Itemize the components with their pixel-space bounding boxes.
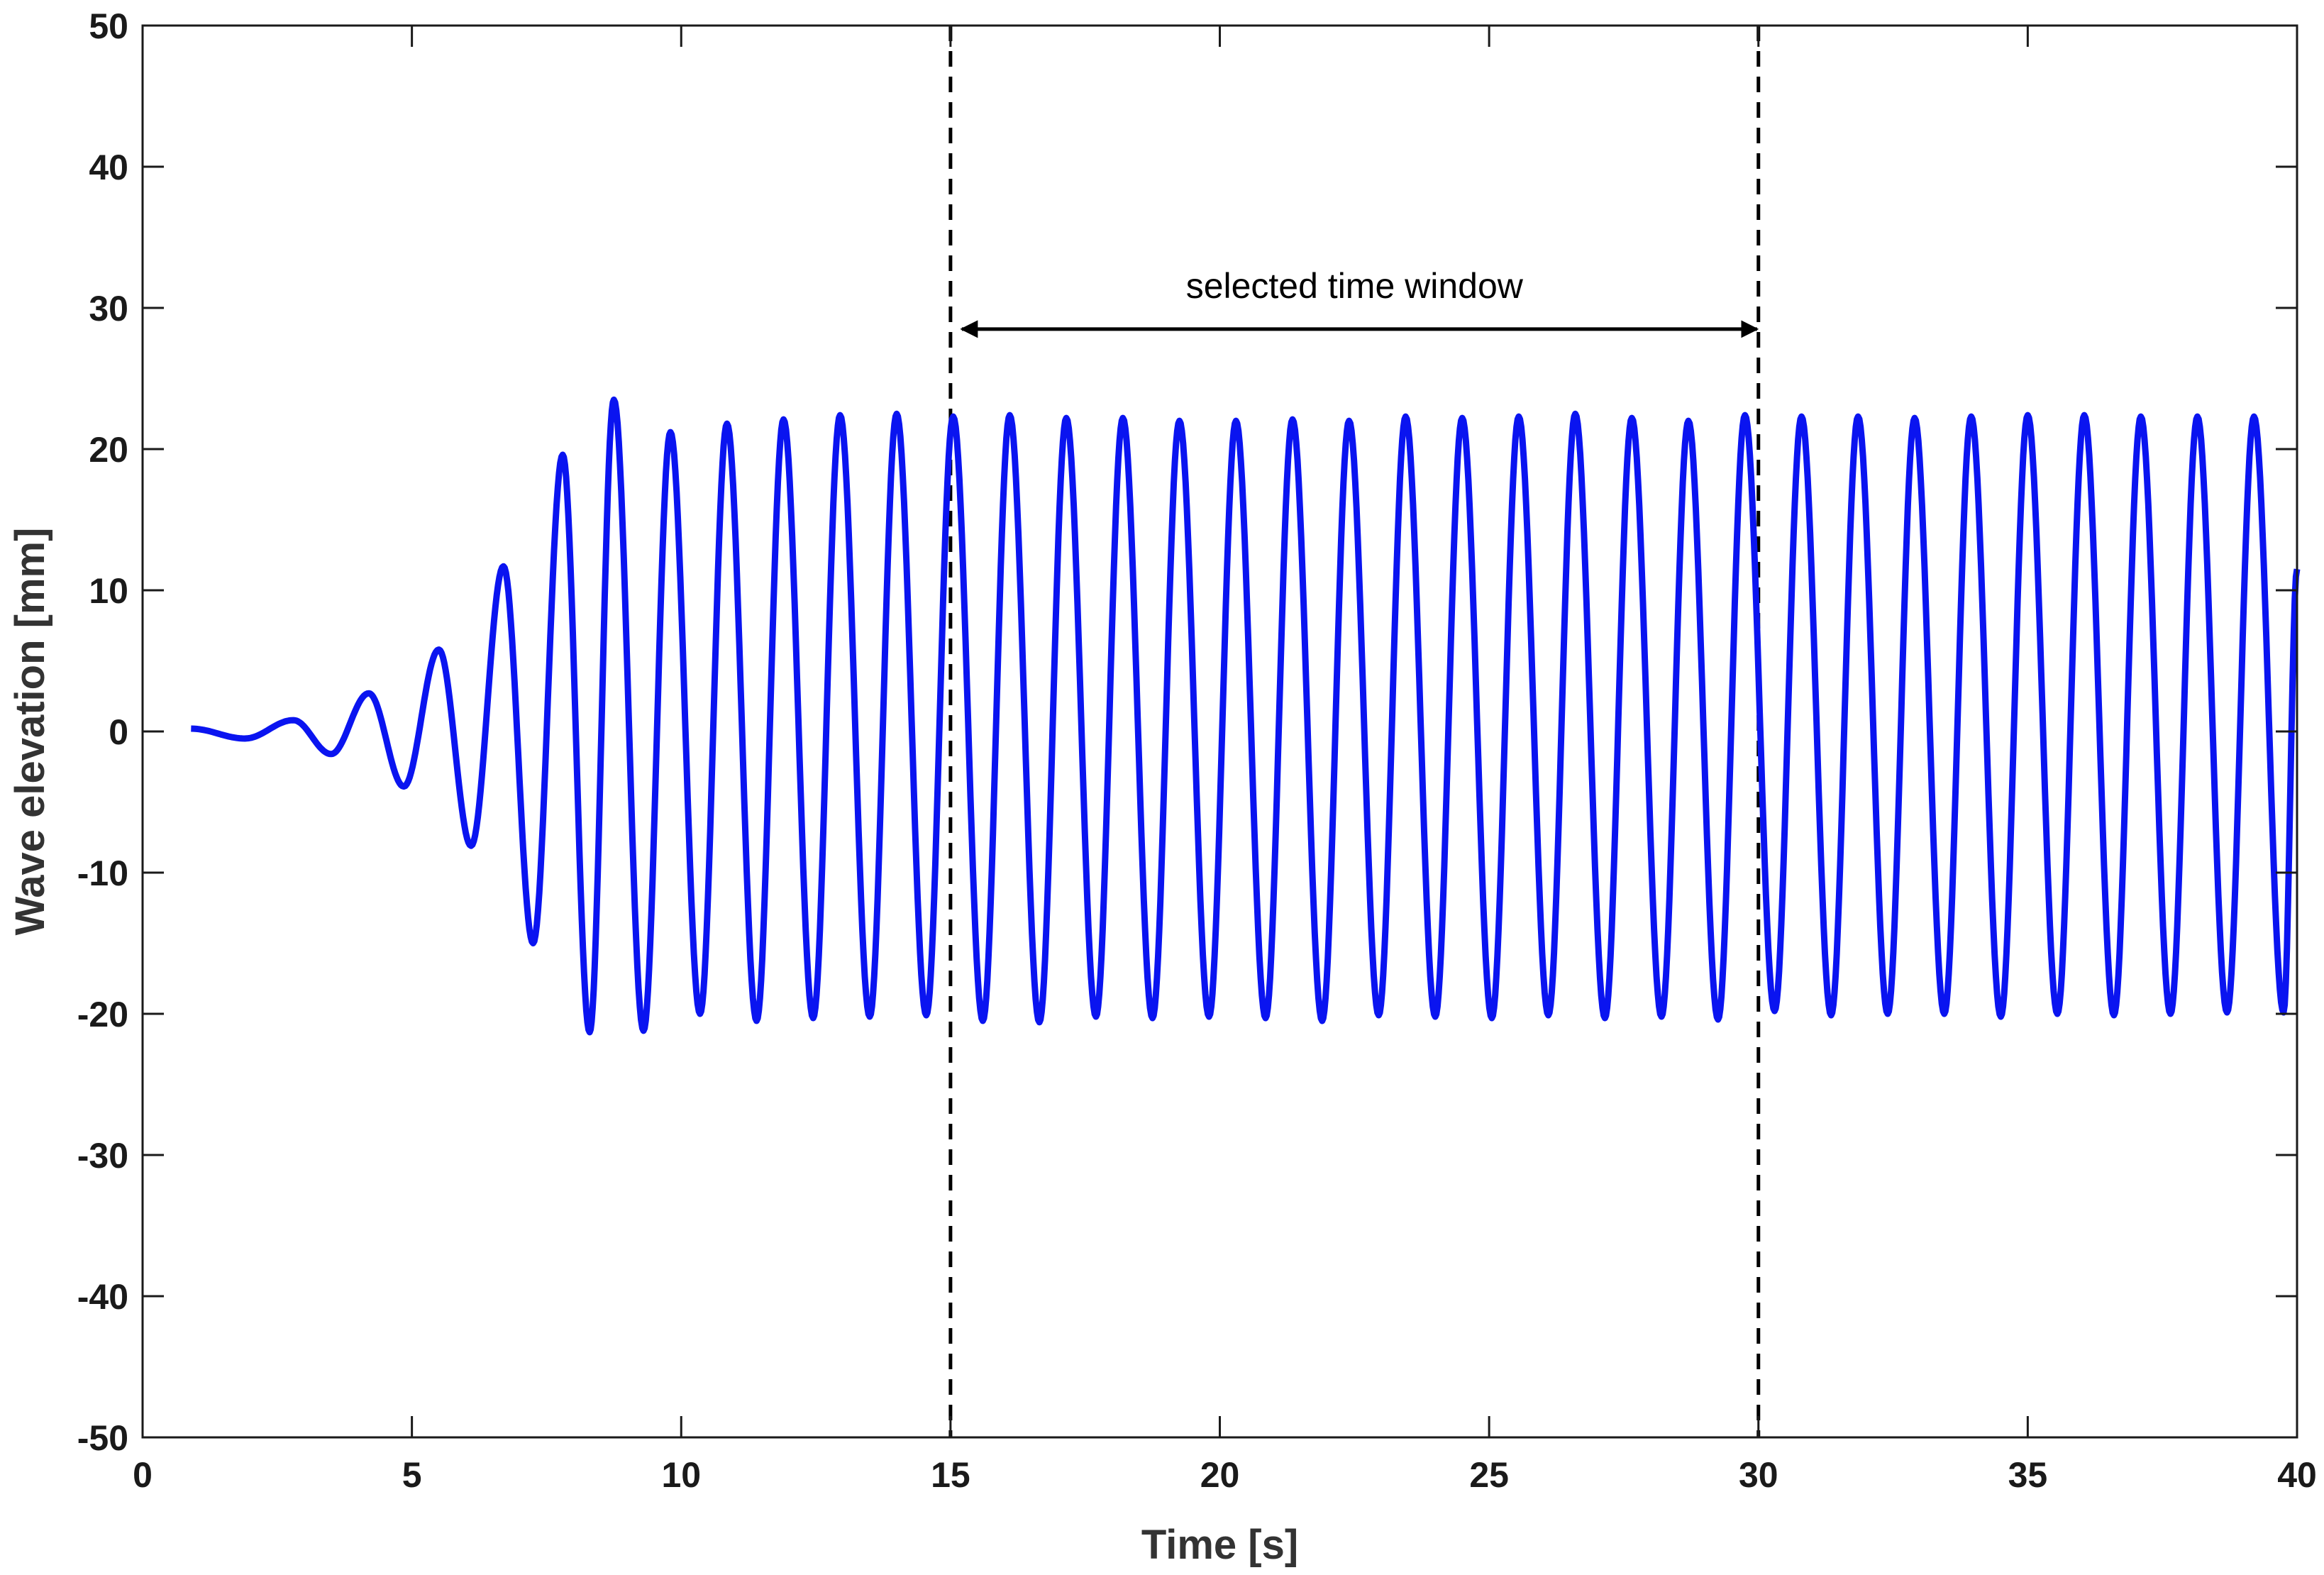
x-tick-label: 15 bbox=[931, 1455, 970, 1495]
y-tick-label: -50 bbox=[77, 1418, 128, 1458]
y-tick-label: -20 bbox=[77, 995, 128, 1034]
marker-layer: selected time window bbox=[948, 26, 1761, 1437]
time-window-annotation: selected time window bbox=[1186, 266, 1524, 306]
x-tick-label: 10 bbox=[661, 1455, 701, 1495]
y-tick-label: 10 bbox=[89, 571, 128, 611]
x-tick-label: 0 bbox=[133, 1455, 153, 1495]
series-layer bbox=[190, 396, 2301, 1036]
wave-elevation-series-line bbox=[190, 396, 2301, 1036]
x-tick-label: 35 bbox=[2008, 1455, 2048, 1495]
y-tick-label: -30 bbox=[77, 1136, 128, 1176]
y-tick-label: 30 bbox=[89, 289, 128, 328]
x-tick-label: 25 bbox=[1469, 1455, 1509, 1495]
x-tick-label: 40 bbox=[2277, 1455, 2317, 1495]
y-tick-label: -10 bbox=[77, 853, 128, 893]
y-tick-label: -40 bbox=[77, 1277, 128, 1317]
x-axis-title: Time [s] bbox=[1141, 1522, 1298, 1568]
tick-layer: 0 5 10 15 20 25 30 35 40 50 40 30 20 10 0 -10 -20 -30 -40 -… bbox=[77, 6, 2317, 1495]
y-tick-label: 0 bbox=[109, 712, 128, 752]
y-tick-label: 40 bbox=[89, 148, 128, 187]
x-tick-label: 5 bbox=[402, 1455, 422, 1495]
x-tick-label: 30 bbox=[1739, 1455, 1778, 1495]
y-tick-label: 20 bbox=[89, 430, 128, 470]
x-tick-label: 20 bbox=[1200, 1455, 1240, 1495]
y-axis-title: Wave elevation [mm] bbox=[7, 528, 53, 936]
y-tick-label: 50 bbox=[89, 6, 128, 46]
